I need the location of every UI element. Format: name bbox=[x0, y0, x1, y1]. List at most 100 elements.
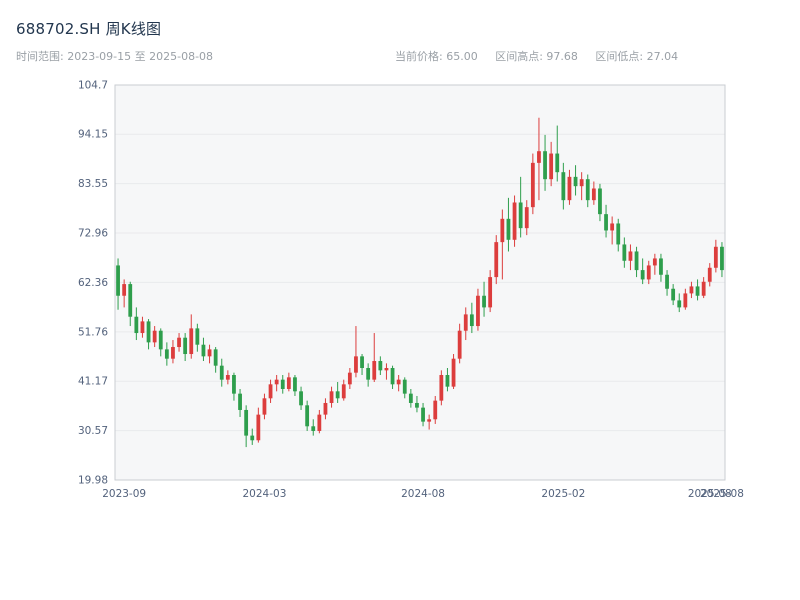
candle-body bbox=[457, 330, 462, 359]
candle-body bbox=[494, 242, 499, 278]
y-tick-label: 62.36 bbox=[78, 277, 108, 289]
candle-body bbox=[469, 314, 474, 327]
candle-body bbox=[598, 188, 602, 215]
candle-body bbox=[274, 379, 279, 385]
candle-body bbox=[506, 218, 511, 240]
candle-body bbox=[421, 407, 425, 422]
y-tick-label: 19.98 bbox=[78, 475, 108, 487]
candle-body bbox=[427, 419, 432, 422]
candle-body bbox=[628, 251, 633, 261]
range-high-label: 区间高点: 97.68 bbox=[495, 50, 578, 63]
candle-body bbox=[585, 179, 590, 201]
candle-body bbox=[238, 393, 242, 410]
candle-body bbox=[207, 349, 212, 357]
candle-body bbox=[213, 349, 218, 366]
candle-body bbox=[177, 337, 181, 348]
candle-body bbox=[567, 176, 572, 201]
x-tick-label: 2025-08 bbox=[688, 488, 732, 500]
candle-body bbox=[158, 330, 163, 350]
candle-body bbox=[128, 284, 133, 317]
candle-body bbox=[439, 375, 444, 401]
candle-body bbox=[549, 153, 554, 180]
y-tick-label: 30.57 bbox=[78, 425, 108, 437]
candle-body bbox=[537, 151, 541, 163]
candle-body bbox=[543, 151, 547, 180]
y-tick-label: 104.7 bbox=[78, 80, 108, 92]
candle-body bbox=[347, 372, 352, 385]
candle-body bbox=[372, 361, 377, 380]
current-price-label: 当前价格: 65.00 bbox=[395, 50, 478, 63]
candle-body bbox=[329, 391, 334, 403]
candle-body bbox=[354, 356, 358, 373]
y-tick-label: 94.15 bbox=[78, 129, 108, 141]
candle-body bbox=[707, 267, 712, 282]
candle-body bbox=[640, 270, 645, 280]
candle-body bbox=[402, 379, 407, 394]
candle-body bbox=[524, 207, 529, 229]
candle-body bbox=[146, 321, 151, 343]
candle-body bbox=[122, 284, 127, 296]
candle-body bbox=[280, 379, 285, 389]
candle-body bbox=[482, 295, 486, 308]
candle-body bbox=[225, 375, 230, 380]
candle-body bbox=[530, 162, 535, 208]
candle-body bbox=[555, 153, 560, 173]
candle-body bbox=[652, 258, 657, 266]
candle-body bbox=[659, 258, 663, 275]
candle-body bbox=[689, 286, 694, 294]
candle-body bbox=[305, 405, 310, 427]
candle-body bbox=[579, 179, 584, 187]
candle-body bbox=[518, 202, 523, 229]
candle-body bbox=[134, 316, 139, 334]
candle-body bbox=[378, 361, 383, 371]
candle-body bbox=[250, 435, 255, 441]
candle-body bbox=[366, 368, 371, 380]
candle-body bbox=[286, 377, 291, 389]
candle-body bbox=[152, 330, 157, 343]
candle-body bbox=[323, 402, 328, 415]
candle-body bbox=[116, 265, 120, 296]
candle-body bbox=[232, 375, 236, 394]
x-tick-label: 2025-02 bbox=[541, 488, 585, 500]
candle-body bbox=[683, 293, 688, 308]
candle-body bbox=[390, 368, 395, 385]
meta-row: 时间范围: 2023-09-15 至 2025-08-08 当前价格: 65.0… bbox=[0, 48, 800, 64]
page-title: 688702.SH 周K线图 bbox=[16, 20, 162, 38]
candle-body bbox=[268, 384, 273, 399]
candle-body bbox=[445, 375, 450, 387]
candle-body bbox=[512, 202, 517, 240]
candle-body bbox=[646, 265, 651, 280]
candle-body bbox=[317, 414, 322, 431]
candle-body bbox=[164, 349, 169, 359]
candle-body bbox=[433, 400, 438, 420]
candle-body bbox=[720, 246, 724, 271]
candle-body bbox=[610, 223, 615, 231]
x-tick-label: 2024-03 bbox=[243, 488, 287, 500]
candle-body bbox=[695, 286, 700, 296]
candle-body bbox=[665, 274, 669, 289]
candle-body bbox=[573, 176, 578, 187]
candle-body bbox=[256, 414, 261, 441]
candle-body bbox=[396, 379, 401, 385]
y-tick-label: 83.55 bbox=[78, 178, 108, 190]
range-low-label: 区间低点: 27.04 bbox=[595, 50, 679, 63]
y-tick-label: 72.96 bbox=[78, 227, 108, 239]
candle-body bbox=[476, 295, 480, 327]
x-tick-label: 2025-08 bbox=[700, 488, 744, 500]
candle-body bbox=[408, 393, 413, 403]
candle-body bbox=[488, 277, 493, 308]
candle-body bbox=[311, 426, 316, 431]
plot-border bbox=[114, 84, 726, 481]
candle-body bbox=[384, 368, 389, 371]
candle-body bbox=[183, 337, 188, 355]
candle-body bbox=[500, 218, 505, 243]
candle-body bbox=[622, 244, 627, 261]
candle-body bbox=[341, 384, 346, 399]
candle-body bbox=[604, 214, 608, 231]
x-tick-label: 2023-09 bbox=[102, 488, 146, 500]
candle-body bbox=[463, 314, 468, 331]
candle-body bbox=[591, 188, 596, 201]
candle-body bbox=[677, 300, 682, 308]
candle-body bbox=[189, 328, 194, 355]
candle-body bbox=[451, 358, 456, 387]
